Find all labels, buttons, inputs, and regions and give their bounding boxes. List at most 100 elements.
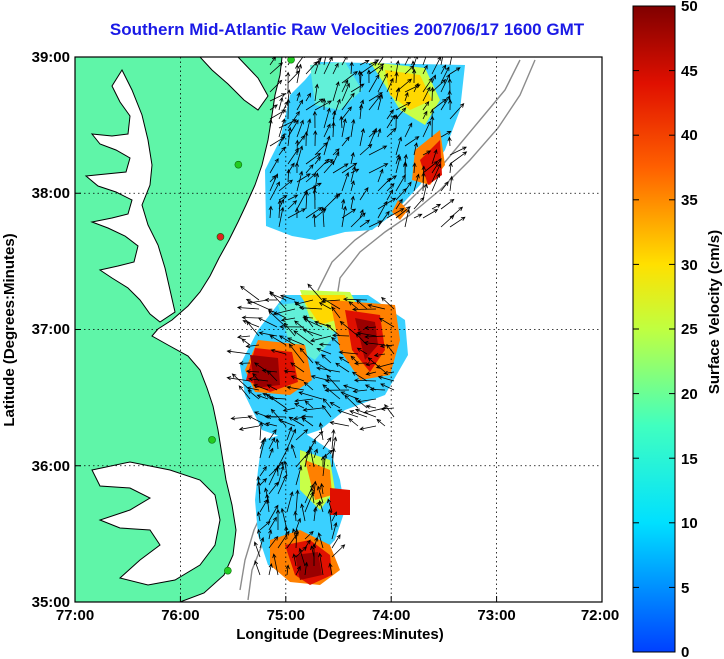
velocity-arrow: [265, 493, 270, 513]
velocity-arrow: [341, 162, 358, 174]
velocity-arrow: [331, 333, 350, 338]
velocity-arrow: [323, 160, 335, 174]
velocity-arrow: [247, 415, 269, 427]
velocity-arrow: [296, 119, 304, 138]
velocity-arrow: [304, 131, 309, 147]
velocity-arrow: [356, 398, 377, 404]
velocity-arrow: [341, 118, 347, 138]
velocity-arrow: [272, 553, 279, 576]
colorbar-tick-label: 45: [681, 63, 698, 80]
velocity-arrow: [331, 121, 336, 138]
velocity-arrow: [245, 369, 260, 374]
pamlico-sound: [91, 461, 221, 586]
velocity-arrow: [431, 149, 438, 165]
velocity-arrow: [265, 393, 287, 409]
colorbar-tick-label: 50: [681, 0, 698, 15]
velocity-arrow: [404, 136, 420, 147]
velocity-arrow: [440, 57, 444, 66]
velocity-arrow: [300, 503, 306, 522]
velocity-arrow: [298, 391, 323, 400]
velocity-arrow: [326, 323, 341, 337]
velocity-arrow: [368, 94, 381, 111]
velocity-arrow: [431, 74, 436, 84]
velocity-arrow: [305, 152, 322, 165]
velocity-arrow: [268, 563, 273, 576]
velocity-arrow: [331, 511, 337, 522]
velocity-arrow: [287, 126, 292, 147]
velocity-arrow: [294, 320, 314, 337]
velocity-arrow: [278, 195, 288, 201]
velocity-arrow: [278, 96, 284, 111]
velocity-arrow: [395, 155, 402, 174]
velocity-arrow: [318, 500, 324, 513]
y-tick-labels: 39:00 38:00 37:00 36:00 35:00: [32, 49, 70, 611]
velocity-arrow: [287, 147, 299, 165]
velocity-arrow: [238, 425, 260, 431]
velocity-arrow: [356, 347, 368, 355]
velocity-arrow: [269, 79, 283, 93]
velocity-arrow: [431, 172, 440, 192]
velocity-arrow: [322, 398, 332, 409]
velocity-arrow: [286, 491, 294, 513]
velocity-arrow: [258, 331, 278, 337]
velocity-arrow: [245, 298, 269, 310]
velocity-arrow: [287, 194, 299, 201]
velocity-arrow: [294, 162, 300, 174]
velocity-arrow: [332, 62, 339, 75]
velocity-arrow: [331, 534, 341, 549]
velocity-arrow: [246, 320, 260, 337]
velocity-arrow: [327, 498, 333, 513]
velocity-arrow: [324, 378, 341, 383]
velocity-arrow: [354, 397, 368, 409]
velocity-arrow: [331, 428, 336, 450]
velocity-arrow: [309, 335, 332, 343]
velocity-arrow: [440, 214, 455, 228]
velocity-arrow: [323, 159, 334, 165]
velocity-arrow: [341, 92, 355, 111]
velocity-arrow: [368, 220, 383, 228]
velocity-arrow: [268, 310, 287, 328]
velocity-arrow: [449, 146, 467, 156]
velocity-arrow: [231, 373, 251, 391]
velocity-arrow: [278, 146, 286, 156]
velocity-arrow: [440, 130, 452, 138]
velocity-arrow: [305, 164, 314, 174]
velocity-arrow: [236, 334, 251, 339]
velocity-arrow: [331, 336, 341, 346]
velocity-arrow: [305, 98, 324, 111]
velocity-arrow: [342, 297, 368, 302]
velocity-arrow: [268, 437, 276, 450]
velocity-arrow: [295, 429, 309, 441]
velocity-arrow: [377, 57, 384, 66]
velocity-arrow: [301, 414, 314, 419]
velocity-arrow: [294, 207, 300, 219]
velocity-arrow: [268, 447, 274, 459]
velocity-arrow: [349, 61, 354, 75]
velocity-arrow: [413, 82, 419, 93]
velocity-arrow: [304, 491, 314, 513]
velocity-arrow: [331, 521, 338, 540]
velocity-arrow: [296, 170, 304, 192]
velocity-arrow: [359, 425, 377, 431]
velocity-arrow: [241, 315, 260, 320]
velocity-arrow: [386, 127, 397, 138]
velocity-arrow: [314, 158, 330, 174]
velocity-arrow: [368, 127, 377, 147]
velocity-arrow: [328, 562, 333, 576]
velocity-arrow: [350, 195, 355, 210]
velocity-arrow: [304, 190, 309, 210]
velocity-arrow: [323, 123, 331, 138]
velocity-arrow: [359, 61, 378, 75]
velocity-arrow: [317, 485, 324, 504]
station-marker: [234, 160, 243, 169]
velocity-arrow: [380, 383, 395, 391]
velocity-arrow: [321, 404, 332, 418]
velocity-arrow: [278, 118, 286, 138]
velocity-arrow: [440, 181, 449, 192]
velocity-arrow: [322, 437, 332, 450]
velocity-arrow: [269, 335, 287, 346]
velocity-arrow: [259, 466, 267, 477]
colorbar-tick-label: 15: [681, 451, 698, 468]
velocity-arrow: [286, 168, 291, 183]
